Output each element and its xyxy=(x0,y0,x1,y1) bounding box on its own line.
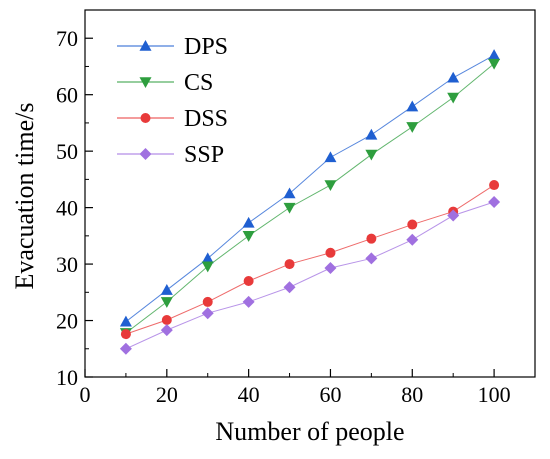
point-cs xyxy=(365,149,378,161)
point-ssp xyxy=(160,324,173,337)
y-axis-title: Evacuation time/s xyxy=(10,102,39,289)
point-dps xyxy=(324,151,337,163)
x-tick-label: 40 xyxy=(238,382,260,407)
point-dps xyxy=(447,71,460,83)
legend: DPS CS DSS SSP xyxy=(117,34,228,168)
point-dss xyxy=(120,329,131,340)
point-dps xyxy=(160,284,173,295)
y-tick-label: 10 xyxy=(56,365,78,390)
point-cs xyxy=(283,202,296,214)
series-line-dps xyxy=(125,54,495,323)
point-dss xyxy=(243,276,254,287)
series-line-ssp xyxy=(125,201,495,350)
point-cs xyxy=(324,180,337,192)
y-tick-label: 60 xyxy=(56,83,78,108)
x-tick-label: 20 xyxy=(156,382,178,407)
legend-label-dss: DSS xyxy=(184,106,228,132)
legend-marker-dss xyxy=(140,113,151,123)
point-ssp xyxy=(119,342,132,355)
legend-marker-dps xyxy=(139,40,152,51)
x-tick-label: 60 xyxy=(319,382,341,407)
point-cs xyxy=(201,261,214,273)
point-ssp xyxy=(324,262,337,275)
y-tick-label: 20 xyxy=(56,309,78,334)
x-axis-title: Number of people xyxy=(215,417,404,446)
point-ssp xyxy=(201,307,214,320)
point-cs xyxy=(242,231,255,242)
point-dps xyxy=(283,187,296,199)
point-dps xyxy=(406,100,419,112)
series-line-dss xyxy=(125,184,495,335)
axes: 0 20 40 60 80 100 10 20 30 40 50 60 70 xyxy=(56,9,536,407)
point-cs xyxy=(488,58,501,70)
series-line-cs xyxy=(125,63,495,334)
point-ssp xyxy=(242,295,255,308)
y-tick-label: 50 xyxy=(56,139,78,164)
point-cs xyxy=(447,92,460,104)
x-tick-label: 100 xyxy=(478,382,511,407)
legend-label-cs: CS xyxy=(184,70,213,96)
y-tick-label: 40 xyxy=(56,196,78,221)
point-dss xyxy=(202,296,213,307)
point-ssp xyxy=(365,252,378,265)
plot-frame xyxy=(84,9,536,378)
point-ssp xyxy=(447,209,460,222)
point-dss xyxy=(284,259,295,270)
point-dps xyxy=(119,315,132,327)
y-tick-label: 70 xyxy=(56,26,78,51)
x-tick-label: 0 xyxy=(80,382,91,407)
legend-marker-ssp xyxy=(139,148,152,160)
point-dps xyxy=(201,252,214,264)
series-markers xyxy=(119,49,501,355)
point-dss xyxy=(407,219,418,230)
point-dss xyxy=(489,180,500,191)
point-ssp xyxy=(488,195,501,208)
x-tick-label: 80 xyxy=(401,382,423,407)
point-cs xyxy=(160,297,173,308)
legend-marker-cs xyxy=(139,77,152,88)
point-ssp xyxy=(406,233,419,246)
point-ssp xyxy=(283,281,296,294)
point-dss xyxy=(325,247,336,258)
point-dps xyxy=(488,49,501,60)
legend-label-dps: DPS xyxy=(184,34,228,60)
point-cs xyxy=(406,122,419,133)
point-dss xyxy=(366,233,377,244)
point-dps xyxy=(365,128,378,140)
series-lines xyxy=(125,54,495,350)
point-dps xyxy=(242,216,255,228)
legend-label-ssp: SSP xyxy=(184,142,224,168)
y-tick-label: 30 xyxy=(56,252,78,277)
point-dss xyxy=(161,314,172,325)
